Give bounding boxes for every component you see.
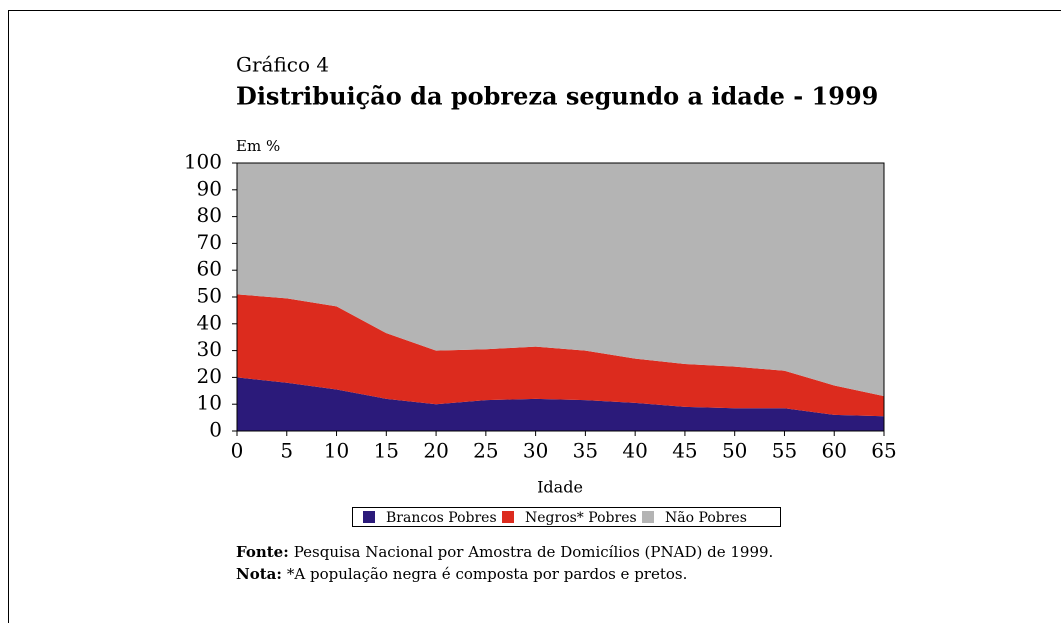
x-tick-label: 40	[622, 439, 647, 463]
note: Fonte: Pesquisa Nacional por Amostra de D…	[236, 543, 773, 561]
x-tick-label: 55	[772, 439, 797, 463]
y-tick-label: 30	[197, 337, 222, 361]
legend-label: Brancos Pobres	[386, 510, 497, 526]
x-tick-label: 30	[523, 439, 548, 463]
y-tick-label: 90	[197, 176, 222, 200]
note-text: *A população negra é composta por pardos…	[287, 565, 687, 583]
x-tick-label: 60	[822, 439, 847, 463]
chart-title: Distribuição da pobreza segundo a idade …	[236, 82, 878, 111]
y-tick-label: 50	[197, 284, 222, 308]
y-tick-label: 10	[197, 391, 222, 415]
x-tick-label: 5	[280, 439, 293, 463]
x-tick-label: 15	[374, 439, 399, 463]
x-tick-label: 35	[573, 439, 598, 463]
legend-box	[352, 507, 781, 527]
note: Nota: *A população negra é composta por p…	[236, 565, 687, 583]
y-tick-label: 60	[197, 257, 222, 281]
frame	[8, 10, 1061, 623]
y-tick-label: 20	[197, 364, 222, 388]
legend-swatch	[502, 511, 514, 523]
note-text: Pesquisa Nacional por Amostra de Domicíl…	[294, 543, 774, 561]
x-tick-label: 10	[324, 439, 349, 463]
note-label: Fonte:	[236, 543, 289, 561]
x-tick-label: 45	[672, 439, 697, 463]
legend-label: Não Pobres	[665, 510, 747, 526]
area	[237, 294, 884, 417]
y-tick-label: 0	[209, 418, 222, 442]
area	[237, 377, 884, 431]
legend-swatch	[363, 511, 375, 523]
note-label: Nota:	[236, 565, 282, 583]
y-tick-label: 70	[197, 230, 222, 254]
x-tick-label: 50	[722, 439, 747, 463]
x-tick-label: 0	[231, 439, 244, 463]
area	[237, 163, 884, 397]
legend-swatch	[642, 511, 654, 523]
legend-label: Negros* Pobres	[525, 510, 637, 526]
x-axis-label: Idade	[537, 478, 583, 497]
y-tick-label: 80	[197, 203, 222, 227]
x-tick-label: 25	[473, 439, 498, 463]
x-tick-label: 20	[423, 439, 448, 463]
x-tick-label: 65	[871, 439, 896, 463]
y-tick-label: 100	[184, 150, 222, 174]
y-tick-label: 40	[197, 310, 222, 334]
chart-label: Gráfico 4	[236, 53, 329, 77]
y-unit-label: Em %	[236, 137, 280, 155]
